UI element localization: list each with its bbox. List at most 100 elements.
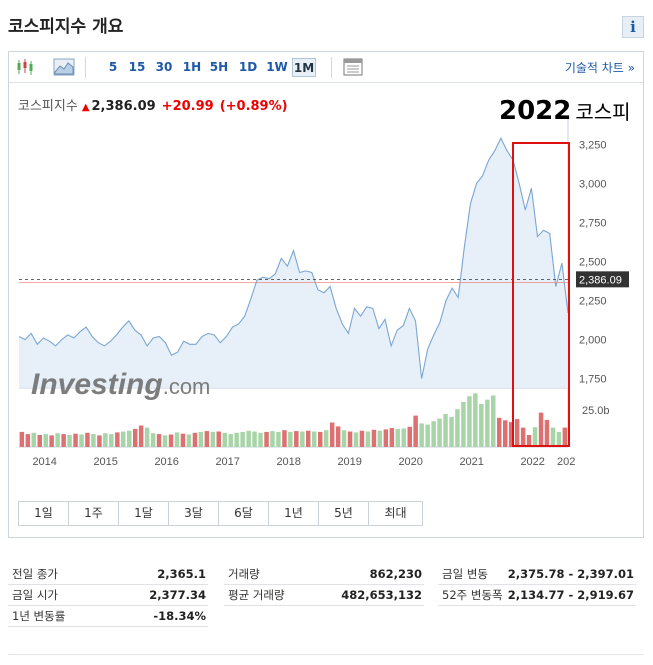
range-button-5[interactable]: 1년 [269,502,319,525]
x-tick-label: 2021 [459,456,483,468]
volume-bar [473,393,478,448]
stat-value: 482,653,132 [341,588,422,602]
quote-line: 코스피지수 ▲ 2,386.09 +20.99 (+0.89%) [18,95,288,114]
stat-label: 52주 변동폭 [442,588,503,602]
volume-bar [455,409,460,447]
volume-bar [371,429,377,447]
stat-avg-volume: 평균 거래량 482,653,132 [224,585,424,606]
volume-bar [240,431,245,447]
y-tick-label: 2,750 [579,218,607,230]
stat-today-open: 금일 시가 2,377.34 [8,585,208,606]
annotation-year: 2022 [499,96,572,126]
stat-value: -18.34% [153,609,206,623]
stat-label: 거래량 [228,567,260,581]
timeframe-1h-button[interactable]: 1H [182,60,202,74]
volume-bar [288,431,293,447]
x-tick-label: 2014 [32,456,56,468]
volume-bar [443,413,448,447]
volume-bar [294,431,299,447]
timeframe-1m-button[interactable]: 1M [292,58,316,77]
volume-bar [353,432,359,447]
range-button-4[interactable]: 6달 [219,502,269,525]
volume-bar [138,425,144,447]
volume-bar [323,430,329,447]
volume-bar [186,434,192,447]
volume-bar [198,431,204,447]
volume-bar [19,431,25,447]
price-change-pct: (+0.89%) [219,99,288,114]
volume-bar [520,427,526,447]
volume-bar [168,434,174,447]
info-icon[interactable]: i [622,16,644,38]
timeframe-5-button[interactable]: 5 [108,60,118,74]
volume-bar [497,417,502,447]
volume-bar [79,434,84,447]
volume-bar [73,433,78,447]
technical-chart-link[interactable]: 기술적 차트 » [564,61,635,75]
volume-bar [389,428,395,447]
volume-bar [43,434,48,447]
x-tick-label: 2015 [93,456,117,468]
stat-label: 평균 거래량 [228,588,285,602]
range-button-1[interactable]: 1주 [69,502,119,525]
volume-bar [300,431,305,447]
volume-bar [264,431,269,447]
volume-bar [258,432,263,447]
range-button-0[interactable]: 1일 [19,502,69,525]
volume-bar [133,428,138,447]
y-tick-label: 3,250 [579,139,607,151]
index-name: 코스피지수 [18,99,78,114]
volume-bar [377,430,383,447]
volume-bar [401,428,406,447]
x-tick-label: 2018 [276,456,300,468]
timeframe-1w-button[interactable]: 1W [266,60,288,74]
x-tick-label: 2016 [154,456,178,468]
volume-bar [67,435,72,447]
range-button-6[interactable]: 5년 [319,502,369,525]
volume-bar [204,431,210,447]
volume-bar [37,435,42,447]
volume-bar [503,420,508,447]
toolbar-separator [331,57,332,78]
volume-bar [234,432,239,447]
toolbar-separator [85,57,86,78]
y-tick-label: 2,500 [579,257,607,269]
range-button-3[interactable]: 3달 [169,502,219,525]
timeframe-15-button[interactable]: 15 [128,60,146,74]
volume-bar [431,421,436,447]
page-title: 코스피지수 개요 [8,17,124,37]
volume-bar [550,427,556,447]
volume-bar [252,431,257,447]
timeframe-30-button[interactable]: 30 [155,60,173,74]
stat-value: 2,365.1 [157,567,206,581]
chart-panel: 5 15 30 1H 5H 1D 1W 1M 기술적 차트 » Investing.com 3,… [8,51,644,538]
volume-bar [335,426,341,447]
price-change: +20.99 [161,99,214,114]
volume-bar [180,433,186,447]
volume-bar [97,435,102,447]
y-tick-label: 3,000 [579,179,607,191]
y-tick-label: 2,000 [579,335,607,347]
stat-value: 2,134.77 - 2,919.67 [507,588,634,602]
volume-bar [407,426,412,447]
range-selector: 1일 1주 1달 3달 6달 1년 5년 최대 [18,501,423,526]
price-area [19,138,568,388]
timeframe-1d-button[interactable]: 1D [238,60,258,74]
chart-settings-icon[interactable] [342,57,364,77]
divider [8,654,644,655]
range-button-2[interactable]: 1달 [119,502,169,525]
volume-bar [556,431,562,447]
area-chart-icon[interactable] [53,57,75,77]
range-button-7[interactable]: 최대 [384,506,407,520]
volume-bar [538,412,544,447]
stat-value: 2,375.78 - 2,397.01 [507,567,634,581]
volume-bar [514,419,520,447]
volume-bar [55,433,60,447]
timeframe-5h-button[interactable]: 5H [209,60,229,74]
x-tick-label: 2020 [398,456,422,468]
candlestick-icon[interactable] [15,57,37,77]
volume-bar [85,432,90,447]
volume-bar [49,435,54,447]
annotation-text: 코스피 [575,100,631,124]
volume-bar [115,432,120,447]
